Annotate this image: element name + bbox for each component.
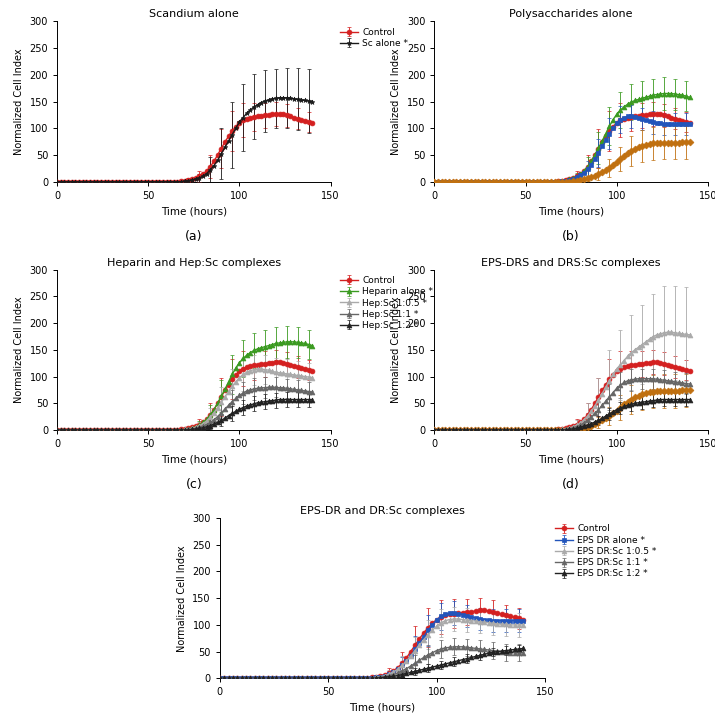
Legend: Control, EPS DR alone *, EPS DR:Sc 1:0.5 *, EPS DR:Sc 1:1 *, EPS DR:Sc 1:2 *: Control, EPS DR alone *, EPS DR:Sc 1:0.5… — [553, 523, 659, 580]
Text: (c): (c) — [185, 478, 202, 491]
X-axis label: Time (hours): Time (hours) — [350, 703, 415, 713]
X-axis label: Time (hours): Time (hours) — [161, 206, 227, 216]
Title: Scandium alone: Scandium alone — [149, 9, 239, 19]
Y-axis label: Normalized Cell Index: Normalized Cell Index — [177, 545, 187, 651]
Title: Polysaccharides alone: Polysaccharides alone — [509, 9, 633, 19]
Text: (d): (d) — [562, 478, 580, 491]
Legend: Control, Heparin alone *, Hep:Sc 1:0.5 *, Hep:Sc 1:1 *, Hep:Sc 1:2 *: Control, Heparin alone *, Hep:Sc 1:0.5 *… — [337, 274, 435, 332]
Text: (b): (b) — [562, 230, 580, 243]
Title: EPS-DRS and DRS:Sc complexes: EPS-DRS and DRS:Sc complexes — [481, 258, 661, 268]
Y-axis label: Normalized Cell Index: Normalized Cell Index — [391, 49, 401, 155]
Y-axis label: Normalized Cell Index: Normalized Cell Index — [14, 296, 24, 403]
Y-axis label: Normalized Cell Index: Normalized Cell Index — [391, 296, 401, 403]
X-axis label: Time (hours): Time (hours) — [538, 206, 604, 216]
Title: EPS-DR and DR:Sc complexes: EPS-DR and DR:Sc complexes — [300, 506, 465, 516]
Legend: Control, Sc alone *: Control, Sc alone * — [337, 26, 410, 50]
Y-axis label: Normalized Cell Index: Normalized Cell Index — [14, 49, 24, 155]
Title: Heparin and Hep:Sc complexes: Heparin and Hep:Sc complexes — [107, 258, 281, 268]
Text: (a): (a) — [185, 230, 202, 243]
X-axis label: Time (hours): Time (hours) — [161, 455, 227, 465]
X-axis label: Time (hours): Time (hours) — [538, 455, 604, 465]
